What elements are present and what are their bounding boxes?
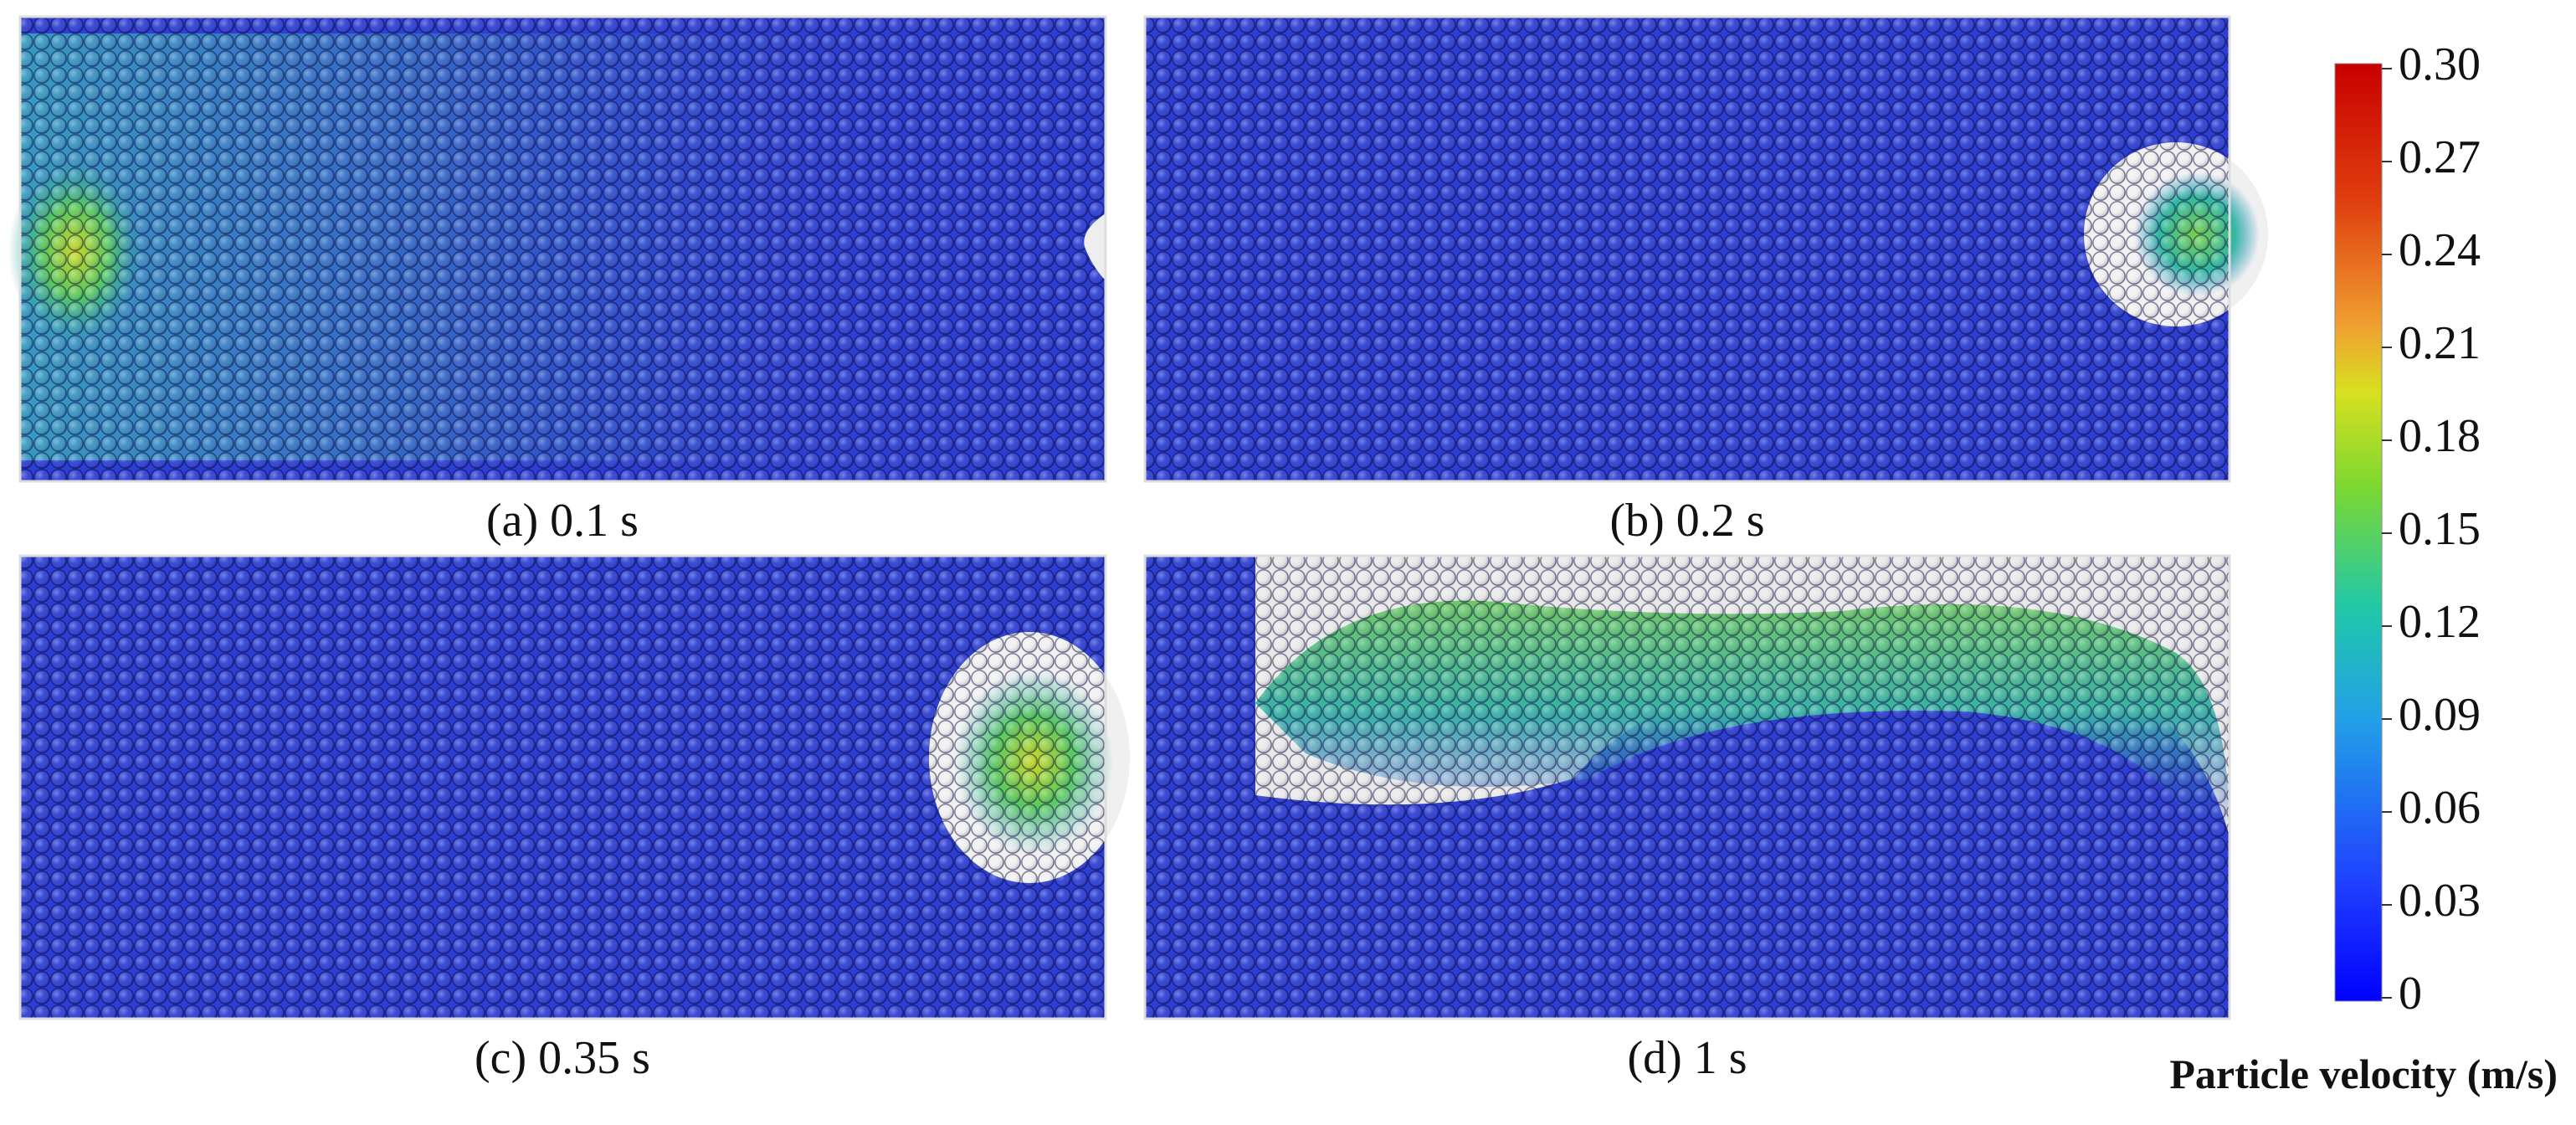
colorbar-label: Particle velocity (m/s) xyxy=(2169,1051,2558,1097)
tick-label: 0.03 xyxy=(2399,875,2481,927)
tick-label: 0.30 xyxy=(2399,39,2481,90)
panel-caption: (c) 0.35 s xyxy=(475,1032,650,1084)
panel-b xyxy=(1143,15,2268,483)
panel-caption: (b) 0.2 s xyxy=(1609,495,1764,547)
panel-caption: (d) 1 s xyxy=(1627,1032,1747,1084)
tick-label: 0.12 xyxy=(2399,596,2481,648)
tick-label: 0.27 xyxy=(2399,131,2481,183)
panel-a xyxy=(8,15,1107,483)
tick-label: 0.15 xyxy=(2399,503,2481,555)
tick-label: 0 xyxy=(2399,968,2422,1020)
panel-c xyxy=(18,554,1130,1020)
colorbar xyxy=(2334,63,2383,1002)
tick-label: 0.09 xyxy=(2399,689,2481,741)
panel-caption: (a) 0.1 s xyxy=(486,495,639,547)
tick-label: 0.21 xyxy=(2399,317,2481,369)
tick-label: 0.06 xyxy=(2399,782,2481,834)
tick-label: 0.18 xyxy=(2399,410,2481,462)
panel-d xyxy=(1143,554,2231,1020)
tick-label: 0.24 xyxy=(2399,224,2481,276)
